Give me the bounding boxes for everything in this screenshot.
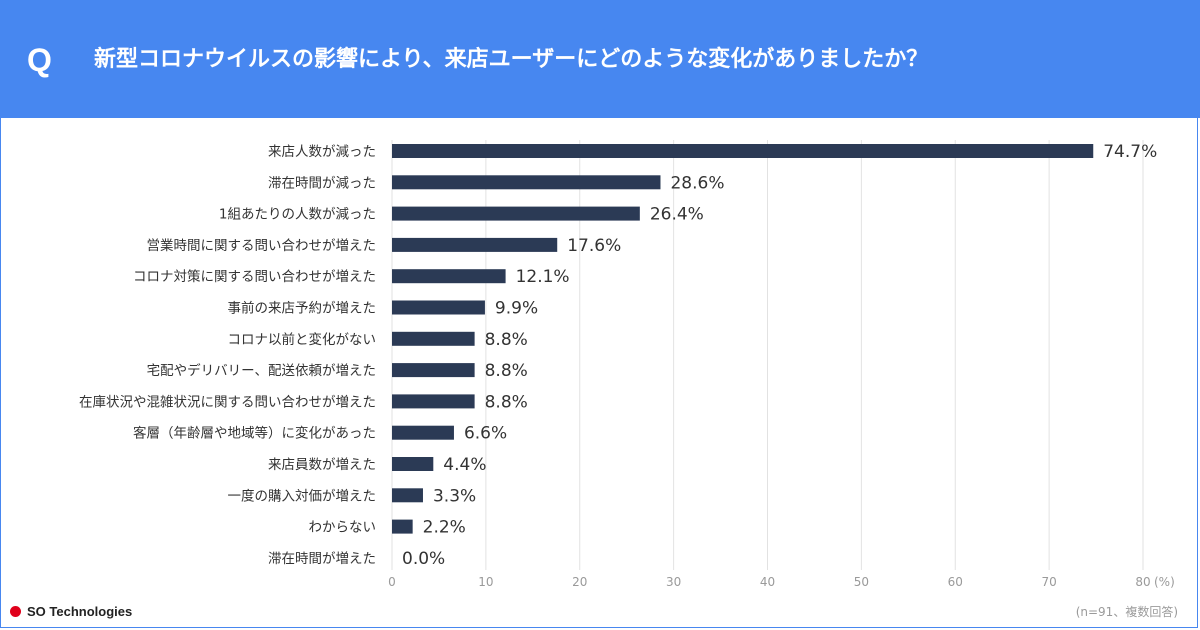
sample-note: (n=91、複数回答) — [1075, 605, 1178, 619]
category-label: コロナ以前と変化がない — [228, 331, 377, 348]
bar — [392, 269, 506, 284]
q-mark: Q — [27, 42, 52, 78]
bar — [392, 206, 640, 221]
x-tick-label: 60 — [948, 575, 963, 589]
category-label: わからない — [309, 520, 377, 536]
chart-frame — [0, 118, 1198, 628]
category-label: 在庫状況や混雑状況に関する問い合わせが増えた — [79, 394, 376, 410]
bar — [392, 394, 475, 409]
x-tick-label: 40 — [760, 575, 775, 589]
value-label: 2.2% — [423, 518, 466, 538]
value-label: 8.8% — [485, 361, 528, 381]
bar — [392, 519, 413, 534]
x-tick-label: 80 — [1135, 575, 1150, 589]
x-tick-label: 30 — [666, 575, 681, 589]
bar — [392, 488, 423, 503]
category-label: 営業時間に関する問い合わせが増えた — [147, 238, 377, 254]
bar — [392, 363, 475, 378]
category-label: 来店員数が増えた — [268, 457, 376, 473]
brand-dot-icon — [10, 606, 21, 617]
x-tick-label: 20 — [572, 575, 587, 589]
category-label: 事前の来店予約が増えた — [228, 300, 377, 317]
category-label: 1組あたりの人数が減った — [219, 206, 376, 223]
brand-logo: SO Technologies — [10, 604, 132, 619]
category-label: 滞在時間が減った — [268, 174, 376, 191]
value-label: 4.4% — [443, 455, 486, 475]
value-label: 0.0% — [402, 549, 445, 569]
x-tick-label: 10 — [478, 575, 493, 589]
question-title: 新型コロナウイルスの影響により、来店ユーザーにどのような変化がありましたか？ — [94, 47, 929, 72]
category-label: 客層（年齢層や地域等）に変化があった — [133, 425, 376, 442]
bar — [392, 425, 454, 440]
category-label: 滞在時間が増えた — [268, 551, 376, 567]
value-label: 17.6% — [567, 236, 621, 256]
brand-name: SO Technologies — [27, 604, 133, 619]
x-unit-label: (%) — [1154, 575, 1175, 589]
category-label: 来店人数が減った — [268, 143, 376, 160]
category-label: 一度の購入対価が増えた — [228, 488, 377, 504]
value-label: 28.6% — [670, 173, 724, 193]
bar — [392, 331, 475, 346]
category-label: コロナ対策に関する問い合わせが増えた — [133, 268, 376, 285]
x-tick-label: 70 — [1041, 575, 1056, 589]
value-label: 8.8% — [485, 392, 528, 412]
question-header: Q 新型コロナウイルスの影響により、来店ユーザーにどのような変化がありましたか？ — [0, 0, 1200, 118]
value-label: 74.7% — [1103, 142, 1157, 162]
bar — [392, 457, 434, 471]
x-tick-label: 0 — [388, 575, 396, 589]
x-tick-label: 50 — [854, 575, 869, 589]
category-label: 宅配やデリバリー、配送依頼が増えた — [147, 362, 376, 379]
value-label: 9.9% — [495, 299, 538, 319]
bar — [392, 300, 485, 315]
value-label: 3.3% — [433, 486, 476, 506]
value-label: 8.8% — [485, 330, 528, 350]
bar — [392, 175, 661, 190]
value-label: 12.1% — [516, 267, 570, 287]
value-label: 26.4% — [650, 205, 704, 225]
value-label: 6.6% — [464, 424, 507, 444]
bar — [392, 237, 558, 252]
bar — [392, 144, 1094, 158]
